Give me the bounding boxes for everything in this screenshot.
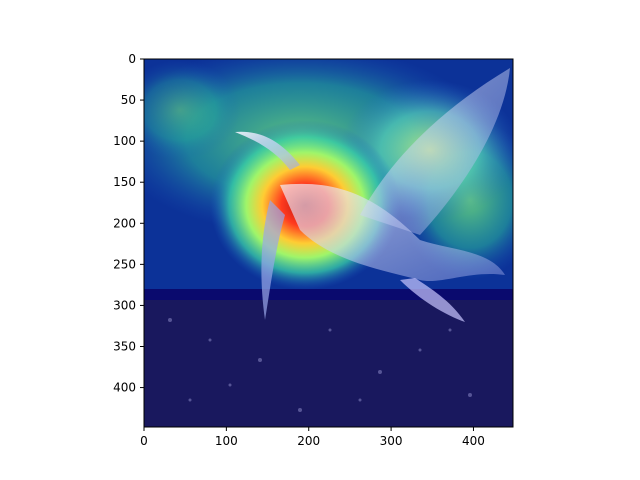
x-tick-label: 0 [140,434,148,448]
x-tick-label: 100 [215,434,238,448]
y-tick-label: 150 [113,175,136,189]
axes-frame [143,58,514,428]
x-tick-label: 400 [462,434,485,448]
y-tick-label: 400 [113,381,136,395]
y-tick-label: 350 [113,340,136,354]
x-tick-label: 200 [297,434,320,448]
y-tick-label: 300 [113,298,136,312]
y-tick-label: 50 [121,93,136,107]
heatmap-image [144,59,513,427]
y-axis: 0 50 100 150 200 250 300 350 400 [113,52,144,395]
y-tick-label: 100 [113,134,136,148]
x-axis: 0 100 200 300 400 [140,427,485,448]
y-tick-label: 0 [128,52,136,66]
x-tick-label: 300 [380,434,403,448]
bird-silhouette [235,68,510,322]
y-tick-label: 250 [113,257,136,271]
y-tick-label: 200 [113,216,136,230]
